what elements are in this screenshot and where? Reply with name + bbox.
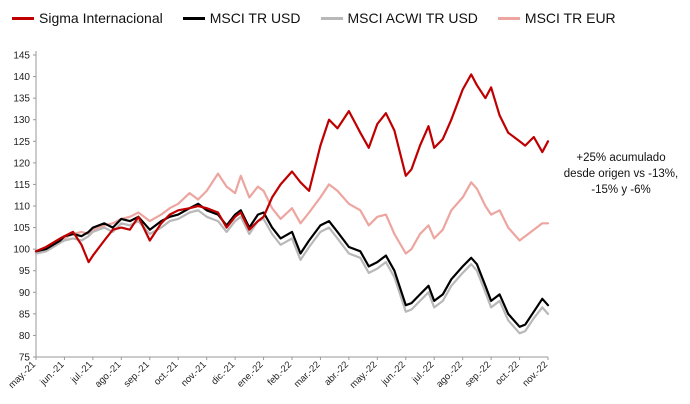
x-tick-label: oct.-22 [493,359,521,387]
y-tick-label: 110 [14,202,30,213]
y-tick-label: 145 [13,51,30,62]
annotation-line-2: desde origen vs -13%, [563,168,679,180]
y-tick-label: 80 [19,331,31,342]
x-tick-label: may.-21 [7,359,39,391]
y-tick-label: 90 [19,288,31,299]
series-line-sigma-internacional [34,73,550,264]
series-line-msci-tr-eur [34,172,550,255]
legend-label-msci-tr-eur: MSCI TR EUR [524,10,616,26]
y-tick-label: 120 [13,158,30,169]
y-tick-label: 100 [13,245,30,256]
x-tick-label: nov.-21 [179,359,209,389]
legend-item-msci-tr-eur: MSCI TR EUR [497,10,616,26]
x-tick-label: may.-22 [348,359,380,391]
x-tick-label: jul.-21 [68,359,95,386]
x-tick-label: jul.-22 [410,359,437,386]
y-tick-label: 105 [13,223,30,234]
legend-swatch-msci-tr-eur [497,16,520,20]
x-tick-label: oct.-21 [152,359,180,387]
x-tick-label: ene.-22 [235,359,266,390]
chart-legend: Sigma Internacional MSCI TR USD MSCI ACW… [12,10,616,26]
x-tick-label: feb.-22 [265,359,294,388]
x-tick-label: nov.-22 [520,359,550,389]
y-tick-label: 125 [13,137,30,148]
x-tick-label: sep.-22 [463,359,493,389]
y-tick-label: 140 [13,72,30,83]
series-line-msci-tr-usd [34,202,550,328]
x-tick-label: dic.-21 [209,359,237,387]
legend-label-sigma: Sigma Internacional [39,10,163,26]
annotation-line-3: -15% y -6% [591,184,651,196]
y-tick-label: 85 [19,309,31,320]
legend-label-msci-tr-usd: MSCI TR USD [209,10,301,26]
x-tick-label: mar.-22 [292,359,323,390]
y-tick-label: 75 [19,353,31,364]
y-tick-label: 95 [19,266,31,277]
x-tick-label: ago.-21 [93,359,124,390]
x-tick-label: jun.-22 [379,359,408,388]
legend-swatch-sigma [12,16,34,20]
series-line-msci-acwi-tr-usd [34,209,550,335]
y-tick-label: 115 [14,180,30,191]
x-tick-label: abr.-22 [322,359,351,388]
annotation-line-1: +25% acumulado [576,152,666,164]
legend-item-msci-acwi: MSCI ACWI TR USD [320,10,478,26]
x-tick-label: sep.-21 [122,359,152,389]
y-tick-label: 130 [13,115,30,126]
legend-item-msci-tr-usd: MSCI TR USD [182,10,301,26]
legend-swatch-msci-tr-usd [182,16,205,20]
x-tick-label: ago.-22 [434,359,465,390]
legend-label-msci-acwi: MSCI ACWI TR USD [347,10,478,26]
x-tick-label: jun.-21 [38,359,67,388]
legend-swatch-msci-acwi [320,16,343,20]
y-tick-label: 135 [13,94,30,105]
performance-annotation: +25% acumulado desde origen vs -13%, -15… [556,150,686,198]
legend-item-sigma: Sigma Internacional [12,10,163,26]
